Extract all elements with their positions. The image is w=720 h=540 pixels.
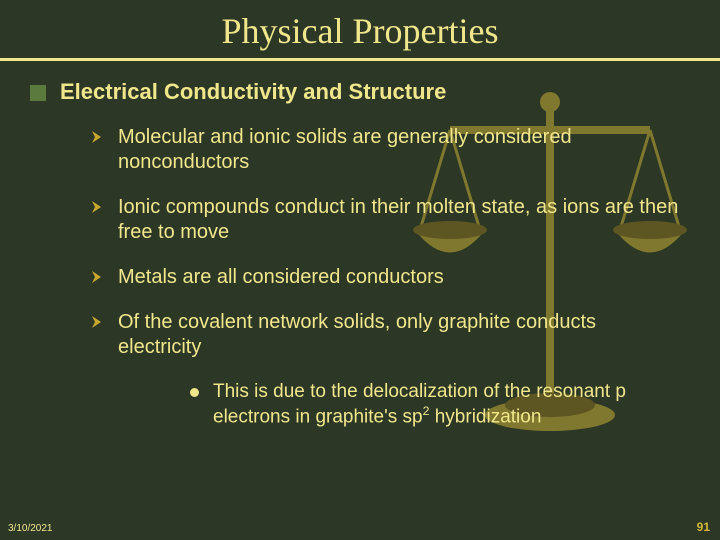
- dot-bullet-icon: [190, 388, 199, 397]
- chevron-icon: [90, 200, 104, 214]
- bullet-text: Ionic compounds conduct in their molten …: [118, 195, 680, 245]
- bullet-text: Molecular and ionic solids are generally…: [118, 125, 680, 175]
- chevron-icon: [90, 315, 104, 329]
- bullet-item: Molecular and ionic solids are generally…: [0, 125, 720, 175]
- sub-sub-item: This is due to the delocalization of the…: [0, 380, 720, 429]
- footer-page-number: 91: [697, 520, 710, 534]
- chevron-icon: [90, 270, 104, 284]
- bullet-text: Of the covalent network solids, only gra…: [118, 310, 680, 360]
- bullet-item: Ionic compounds conduct in their molten …: [0, 195, 720, 245]
- bullet-item: Of the covalent network solids, only gra…: [0, 310, 720, 360]
- chevron-icon: [90, 130, 104, 144]
- main-heading-text: Electrical Conductivity and Structure: [60, 79, 446, 105]
- sub-sub-text: This is due to the delocalization of the…: [213, 380, 680, 429]
- slide-title: Physical Properties: [0, 0, 720, 61]
- main-heading-row: Electrical Conductivity and Structure: [0, 79, 720, 105]
- bullet-text: Metals are all considered conductors: [118, 265, 444, 290]
- bullet-item: Metals are all considered conductors: [0, 265, 720, 290]
- footer-date: 3/10/2021: [8, 523, 53, 534]
- square-bullet-icon: [30, 85, 46, 101]
